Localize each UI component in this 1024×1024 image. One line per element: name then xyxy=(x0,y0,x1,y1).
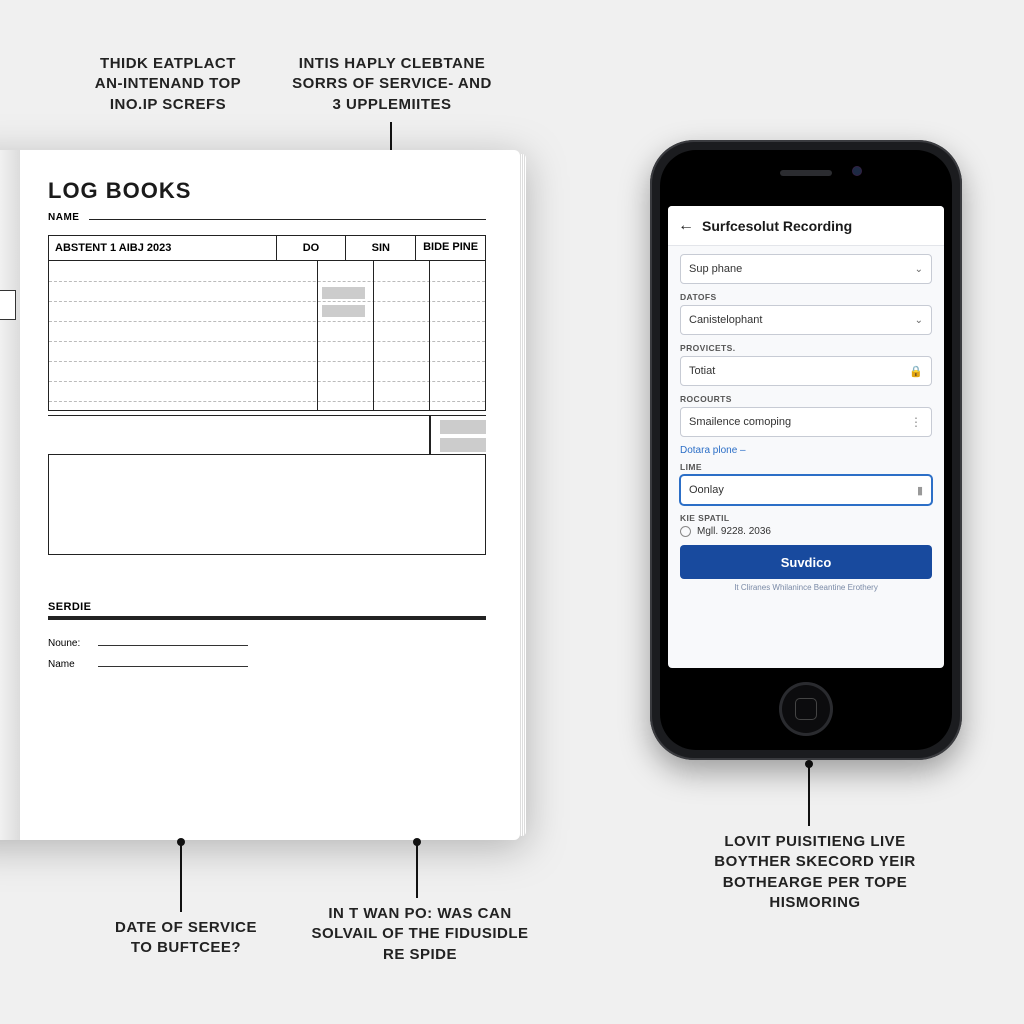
col-4: BIDE PINE xyxy=(416,236,485,260)
lead-bottom-mid xyxy=(416,842,418,898)
name-underline xyxy=(89,219,486,220)
callout-bottom-right: LOVIT PUISITIENG LIVE BOYTHER SKECORD YE… xyxy=(700,832,930,913)
logbook: LOG BOOKS NAME ABSTENT 1 AIBJ 2023 DO SI… xyxy=(0,150,550,840)
page-edge xyxy=(520,154,526,836)
select-sup[interactable]: Sup phane ⌄ xyxy=(680,254,932,284)
name-row: NAME xyxy=(48,212,486,223)
select-datofs[interactable]: Canistelophant ⌄ xyxy=(680,305,932,335)
serdie-label: SERDIE xyxy=(48,601,486,613)
book-left-page xyxy=(0,150,20,840)
submit-button[interactable]: Suvdico xyxy=(680,545,932,579)
log-table-head: ABSTENT 1 AIBJ 2023 DO SIN BIDE PINE xyxy=(49,236,485,260)
app-title: Surfcesolut Recording xyxy=(702,218,852,234)
select-sup-value: Sup phane xyxy=(689,263,742,275)
phone-speaker xyxy=(780,170,832,176)
back-icon[interactable]: ← xyxy=(678,217,694,235)
col-1: ABSTENT 1 AIBJ 2023 xyxy=(49,236,277,260)
small-underline-1 xyxy=(98,645,248,646)
field-3: ROCOURTS Smailence comoping ⋮ xyxy=(680,394,932,437)
label-rocourts: ROCOURTS xyxy=(680,394,932,404)
label-kis: KIE SPATIL xyxy=(680,513,932,523)
log-table: ABSTENT 1 AIBJ 2023 DO SIN BIDE PINE xyxy=(48,235,486,411)
col-2: DO xyxy=(277,236,347,260)
label-provicets: PROVICETS. xyxy=(680,343,932,353)
form-area: Sup phane ⌄ DATOFS Canistelophant ⌄ PROV… xyxy=(668,246,944,600)
link-dotara[interactable]: Dotara plone – xyxy=(680,445,932,456)
small-label-2: Name xyxy=(48,659,90,670)
callout-top-mid: INTIS HAPLY CLEBTANE SORRS OF SERVICE- A… xyxy=(272,54,512,115)
field-0: Sup phane ⌄ xyxy=(680,254,932,284)
phone-camera xyxy=(852,166,862,176)
logbook-title: LOG BOOKS xyxy=(48,178,486,204)
field-2: PROVICETS. Totiat 🔒 xyxy=(680,343,932,386)
app-header: ← Surfcesolut Recording xyxy=(668,206,944,246)
radio-icon xyxy=(680,526,691,537)
callout-bottom-mid: IN T WAN PO: WAS CAN SOLVAIL OF THE FIDU… xyxy=(300,904,540,965)
select-datofs-value: Canistelophant xyxy=(689,314,762,326)
home-button[interactable] xyxy=(779,682,833,736)
small-label-1: Noune: xyxy=(48,638,90,649)
small-form: Noune: Name xyxy=(48,638,486,670)
chevron-down-icon: ⌄ xyxy=(915,264,923,275)
phone-device: ← Surfcesolut Recording Sup phane ⌄ DATO… xyxy=(650,140,962,760)
phone-screen: ← Surfcesolut Recording Sup phane ⌄ DATO… xyxy=(668,206,944,668)
book-stub-box xyxy=(0,290,16,320)
big-box xyxy=(48,455,486,555)
label-lime: LIME xyxy=(680,462,932,472)
lead-bottom-left xyxy=(180,842,182,912)
radio-row[interactable]: Mgll. 9228. 2036 xyxy=(680,526,932,537)
lock-icon: 🔒 xyxy=(909,365,923,378)
calendar-icon: ▮ xyxy=(917,484,923,497)
book-right-page: LOG BOOKS NAME ABSTENT 1 AIBJ 2023 DO SI… xyxy=(20,150,520,840)
field-lime: LIME Oonlay ▮ xyxy=(680,462,932,505)
callout-bottom-left: DATE OF SERVICE TO BUFTCEE? xyxy=(96,918,276,959)
more-icon: ⋮ xyxy=(910,420,923,425)
input-rocourts-value: Smailence comoping xyxy=(689,416,791,428)
radio-text: Mgll. 9228. 2036 xyxy=(697,526,771,537)
serdie-bar xyxy=(48,616,486,620)
input-lime-value: Oonlay xyxy=(689,484,724,496)
chevron-down-icon: ⌄ xyxy=(915,315,923,326)
input-provicets[interactable]: Totiat 🔒 xyxy=(680,356,932,386)
log-table-body xyxy=(49,260,485,410)
footer-text: It Cliranes Whilanince Beantine Erothery xyxy=(680,583,932,592)
col-3: SIN xyxy=(346,236,416,260)
small-underline-2 xyxy=(98,666,248,667)
input-provicets-value: Totiat xyxy=(689,365,715,377)
input-rocourts[interactable]: Smailence comoping ⋮ xyxy=(680,407,932,437)
label-datofs: DATOFS xyxy=(680,292,932,302)
name-label: NAME xyxy=(48,212,79,223)
mid-bar xyxy=(48,415,486,455)
lead-bottom-right xyxy=(808,764,810,826)
callout-top-left: THIDK EATPLACT AN-INTENAND TOP INO.IP SC… xyxy=(68,54,268,115)
field-1: DATOFS Canistelophant ⌄ xyxy=(680,292,932,335)
field-kis: KIE SPATIL Mgll. 9228. 2036 xyxy=(680,513,932,537)
input-lime[interactable]: Oonlay ▮ xyxy=(680,475,932,505)
